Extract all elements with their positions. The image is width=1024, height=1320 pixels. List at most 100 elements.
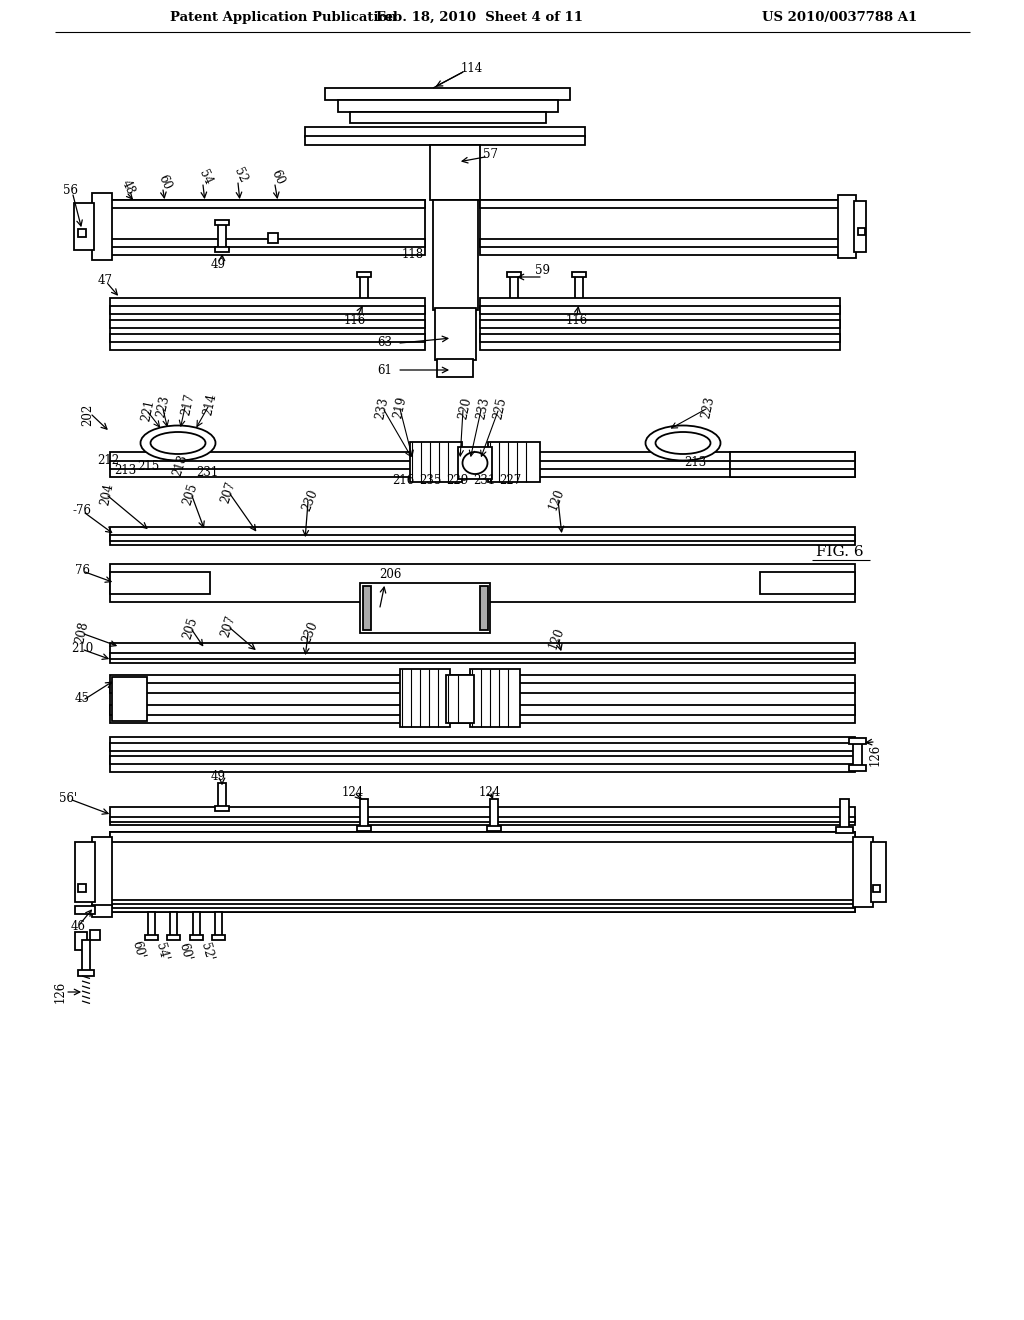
Text: 218: 218: [170, 453, 189, 478]
Bar: [430, 145, 480, 201]
Text: 204: 204: [98, 482, 116, 507]
Bar: [75, 842, 95, 902]
Bar: [110, 832, 855, 842]
Text: 47: 47: [97, 273, 113, 286]
Bar: [487, 826, 501, 832]
Bar: [90, 931, 100, 940]
Bar: [858, 228, 865, 235]
Bar: [480, 306, 840, 314]
Bar: [110, 682, 855, 693]
Text: 206: 206: [379, 569, 401, 582]
Bar: [357, 272, 371, 277]
Ellipse shape: [645, 425, 721, 461]
Bar: [572, 272, 586, 277]
Ellipse shape: [463, 451, 487, 474]
Bar: [110, 564, 855, 602]
Text: 116: 116: [566, 314, 588, 326]
Ellipse shape: [151, 432, 206, 454]
Text: 207: 207: [218, 614, 238, 639]
Bar: [78, 228, 86, 238]
Text: 205: 205: [180, 615, 200, 640]
Bar: [92, 193, 112, 260]
Bar: [110, 643, 855, 663]
Bar: [360, 583, 490, 634]
Bar: [110, 572, 210, 594]
Bar: [446, 675, 474, 723]
Text: 114: 114: [461, 62, 483, 74]
Bar: [110, 535, 855, 541]
Text: 230: 230: [300, 619, 321, 644]
Bar: [507, 300, 521, 305]
Bar: [110, 832, 855, 912]
Bar: [849, 738, 866, 744]
Bar: [110, 817, 855, 822]
Text: 45: 45: [75, 692, 89, 705]
Bar: [838, 195, 856, 257]
Text: 205: 205: [180, 482, 200, 507]
Bar: [170, 912, 177, 937]
Text: 213: 213: [684, 455, 707, 469]
Bar: [360, 799, 368, 828]
Text: 124: 124: [479, 785, 501, 799]
Text: 216: 216: [392, 474, 414, 487]
Bar: [110, 461, 855, 469]
Bar: [110, 239, 425, 247]
Bar: [75, 906, 95, 913]
Bar: [167, 935, 180, 940]
Bar: [110, 334, 425, 342]
Text: 59: 59: [536, 264, 551, 276]
Bar: [110, 653, 855, 659]
Bar: [212, 935, 225, 940]
Bar: [362, 586, 371, 630]
Text: 126: 126: [868, 744, 882, 766]
Bar: [433, 201, 478, 310]
Bar: [458, 447, 492, 479]
Text: 126: 126: [53, 981, 67, 1003]
Bar: [218, 224, 226, 249]
Bar: [873, 884, 880, 892]
Bar: [840, 799, 849, 829]
Text: 214: 214: [202, 392, 219, 416]
Text: 229: 229: [445, 474, 468, 487]
Text: 54: 54: [196, 168, 214, 186]
Text: 227: 227: [499, 474, 521, 487]
Bar: [410, 442, 462, 482]
Text: 215: 215: [137, 461, 159, 474]
Bar: [305, 127, 585, 137]
Text: 210: 210: [71, 642, 93, 655]
Bar: [110, 737, 855, 772]
Bar: [110, 743, 855, 751]
Bar: [849, 766, 866, 771]
Text: 48: 48: [119, 177, 137, 197]
Text: Patent Application Publication: Patent Application Publication: [170, 11, 396, 24]
Bar: [357, 300, 371, 305]
Text: US 2010/0037788 A1: US 2010/0037788 A1: [763, 11, 918, 24]
Bar: [112, 677, 147, 721]
Bar: [268, 234, 278, 243]
Bar: [110, 807, 855, 825]
Bar: [350, 112, 546, 123]
Text: 56: 56: [62, 183, 78, 197]
Bar: [871, 842, 886, 902]
Text: 52: 52: [231, 165, 249, 185]
Text: 230: 230: [300, 487, 321, 512]
Bar: [92, 837, 112, 907]
Text: 219: 219: [391, 395, 409, 420]
Text: 60: 60: [269, 168, 287, 186]
Bar: [110, 904, 855, 908]
Bar: [854, 201, 866, 252]
Bar: [78, 970, 94, 975]
Bar: [435, 308, 476, 360]
Text: 124: 124: [342, 785, 365, 799]
Bar: [437, 359, 473, 378]
Text: 49: 49: [211, 257, 225, 271]
Text: 225: 225: [492, 396, 509, 420]
Bar: [190, 935, 203, 940]
Bar: [325, 88, 570, 100]
Bar: [110, 306, 425, 314]
Text: 217: 217: [179, 392, 197, 416]
Bar: [480, 239, 840, 247]
Text: -76: -76: [73, 503, 91, 516]
Bar: [730, 461, 855, 469]
Bar: [575, 275, 583, 304]
